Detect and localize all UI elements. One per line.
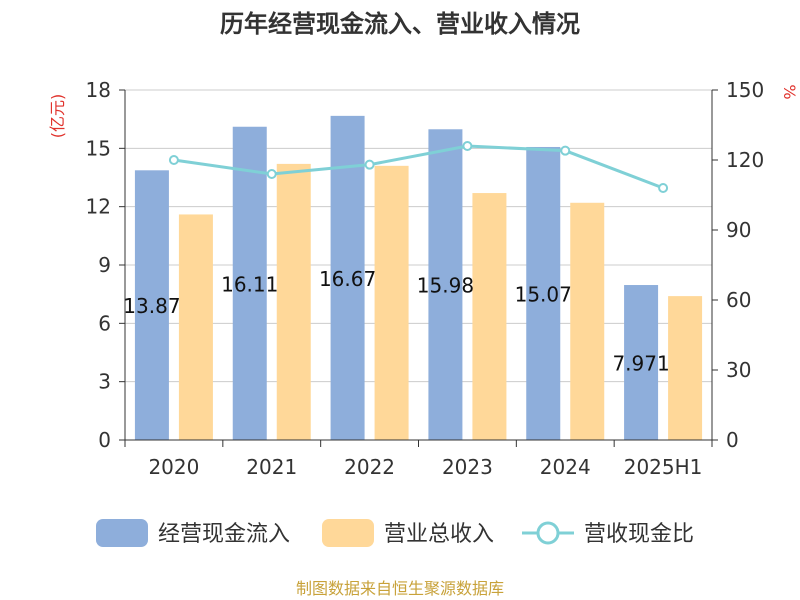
bars: [134, 115, 703, 441]
bar-cash-inflow: [624, 285, 659, 440]
bar-revenue: [668, 296, 703, 440]
right-tick-label: 90: [726, 218, 751, 242]
data-label: 7.971: [612, 352, 669, 376]
bar-cash-inflow: [134, 170, 169, 441]
axes: 0 3 6 9 12 15 18 0 30 60 90 120 150 2020 2021 2022 2023 2…: [86, 78, 765, 479]
right-axis-unit: %: [780, 84, 799, 99]
chart-title: 历年经营现金流入、营业收入情况: [220, 10, 580, 38]
bar-revenue: [570, 202, 605, 440]
data-labels: 13.87 16.11 16.67 15.98 15.07 7.971: [123, 267, 669, 376]
legend-swatch: [96, 519, 148, 547]
bar-cash-inflow: [428, 129, 463, 440]
x-tick-label: 2021: [246, 455, 297, 479]
source-note: 制图数据来自恒生聚源数据库: [296, 579, 504, 598]
data-label: 15.07: [515, 282, 572, 306]
bar-revenue: [276, 163, 311, 440]
right-tick-label: 120: [726, 148, 764, 172]
right-tick-label: 60: [726, 288, 751, 312]
line-point: [560, 145, 571, 156]
bar-cash-inflow: [526, 146, 561, 440]
bar-revenue: [472, 193, 507, 440]
grid: [125, 89, 712, 383]
data-label: 16.11: [221, 272, 278, 296]
x-tick-label: 2022: [344, 455, 395, 479]
x-tick-label: 2024: [540, 455, 591, 479]
x-tick-label: 2025H1: [624, 455, 703, 479]
line-point: [266, 169, 277, 179]
data-label: 15.98: [417, 274, 474, 298]
left-tick-label: 6: [98, 311, 111, 335]
bar-revenue: [374, 165, 409, 441]
right-tick-label: 0: [726, 428, 739, 452]
line-point: [364, 159, 375, 170]
line-ratio: [173, 144, 664, 190]
right-tick-label: 150: [726, 78, 764, 102]
x-tick-label: 2020: [148, 455, 199, 479]
legend-marker: [536, 521, 560, 545]
legend-label: 营收现金比: [584, 522, 694, 547]
left-tick-label: 3: [98, 370, 111, 394]
left-axis-unit: (亿元): [48, 94, 67, 139]
line-series: [168, 141, 669, 193]
line-point: [658, 183, 669, 193]
data-label: 16.67: [319, 267, 376, 291]
legend-label: 经营现金流入: [158, 522, 290, 547]
left-tick-label: 12: [86, 195, 111, 219]
left-tick-label: 0: [98, 428, 111, 452]
left-tick-label: 9: [98, 253, 111, 277]
line-point: [168, 155, 179, 165]
left-tick-label: 18: [86, 78, 111, 102]
line-point: [462, 141, 473, 151]
legend-label: 营业总收入: [384, 522, 494, 547]
bar-cash-inflow: [330, 115, 365, 440]
legend: 经营现金流入 营业总收入 营收现金比: [96, 519, 694, 547]
x-tick-label: 2023: [442, 455, 493, 479]
bar-cash-inflow: [232, 126, 267, 440]
right-tick-label: 30: [726, 358, 751, 382]
data-label: 13.87: [123, 294, 180, 318]
left-tick-label: 15: [86, 136, 111, 160]
bar-revenue: [178, 214, 213, 440]
legend-swatch: [322, 519, 374, 547]
